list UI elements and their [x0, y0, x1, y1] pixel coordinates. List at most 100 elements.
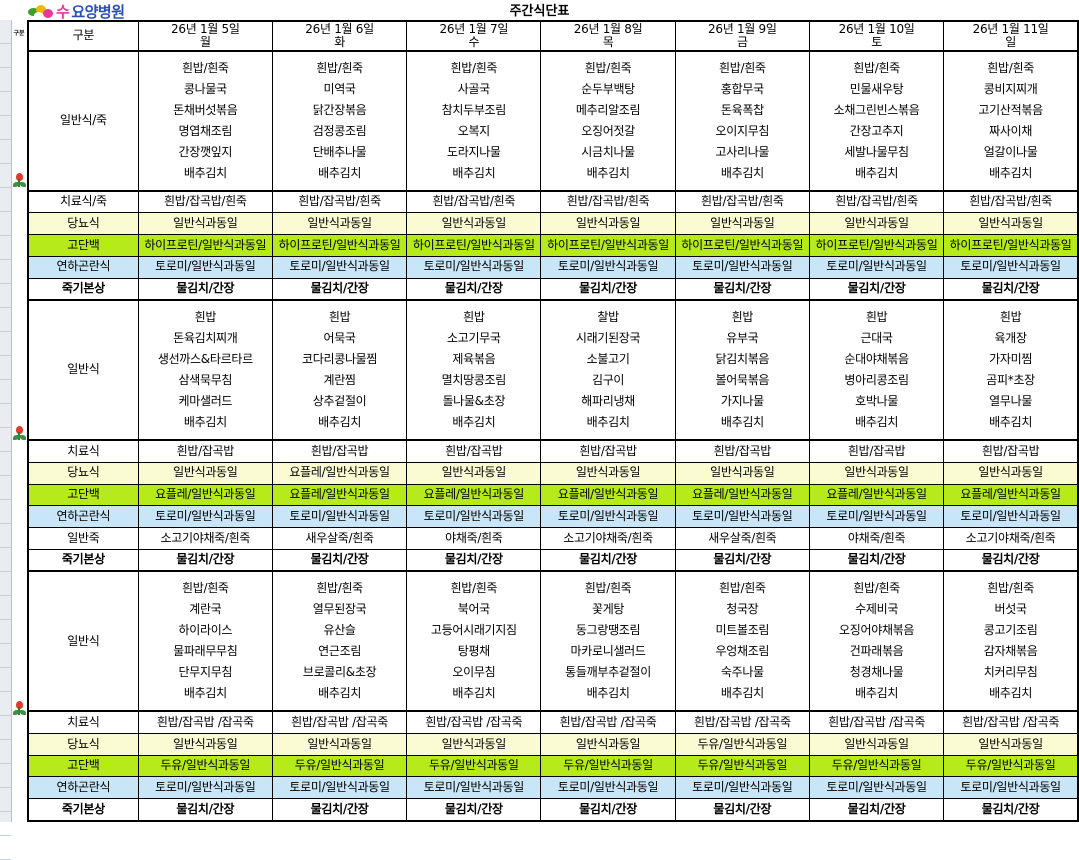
- menu-item: 배추김치: [452, 165, 496, 180]
- menu-cell: 흰밥/흰죽 청국장 미트볼조림 우엉채조림 숙주나물 배추김치: [674, 570, 810, 712]
- diet-cell: 흰밥/잡곡밥/흰죽: [808, 189, 945, 214]
- diet-cell: 물김치/간장: [406, 798, 542, 823]
- page-title: 주간식단표: [0, 0, 1079, 21]
- diet-row-dinner-0: 치료식 흰밥/잡곡밥 /잡곡죽 흰밥/잡곡밥 /잡곡죽 흰밥/잡곡밥 /잡곡죽 흰밥/잡…: [26, 710, 1079, 734]
- menu-item: 흰밥/흰죽: [316, 60, 363, 75]
- menu-cell: 흰밥 소고기무국 제육볶음 멸치땅콩조림 돌나물&초장 배추김치: [406, 299, 542, 441]
- menu-item: 고등어시래기지짐: [430, 623, 517, 638]
- menu-item: 청국장: [726, 602, 759, 617]
- menu-item: 근대국: [860, 331, 893, 346]
- diet-row-breakfast-4: 죽기본상 물김치/간장 물김치/간장 물김치/간장 물김치/간장 물김치/간장 물김치/간장…: [26, 277, 1079, 301]
- menu-item: 사골국: [457, 81, 491, 96]
- menu-item: 얼갈이나물: [983, 144, 1038, 159]
- menu-item: 배추김치: [318, 686, 362, 701]
- diet-row-label: 고단백: [26, 234, 139, 257]
- menu-item: 생선까스&타르타르: [157, 352, 253, 367]
- gutter-tulip-icon-lunch: [11, 425, 27, 441]
- diet-cell: 물김치/간장: [943, 548, 1079, 572]
- diet-row-dinner-2: 고단백 두유/일반식과동일 두유/일반식과동일 두유/일반식과동일 두유/일반식과동일 두…: [26, 754, 1079, 778]
- diet-cell: 토로미/일반식과동일: [674, 505, 810, 528]
- diet-cell: 일반식과동일: [540, 212, 676, 236]
- menu-item: 상추겉절이: [312, 394, 367, 409]
- gutter-tulip-icon-dinner: [11, 700, 27, 716]
- header-day-dow: 수: [468, 34, 480, 49]
- diet-cell: 두유/일반식과동일: [137, 754, 273, 778]
- menu-item: 참치두부조림: [441, 102, 507, 117]
- menu-item: 배추김치: [989, 165, 1033, 180]
- diet-row-breakfast-3: 연하곤란식 토로미/일반식과동일 토로미/일반식과동일 토로미/일반식과동일 토로미/일…: [26, 255, 1079, 279]
- diet-cell: 토로미/일반식과동일: [943, 505, 1079, 528]
- diet-row-label: 당뇨식: [26, 212, 139, 236]
- weekly-menu-table: 구분 26년 1월 5일 월 26년 1월 6일 화 26년 1월 7일 수 26년 1월 8…: [26, 20, 1079, 823]
- diet-cell: 물김치/간장: [540, 277, 676, 301]
- page-title-text: 주간식단표: [505, 4, 574, 21]
- menu-item: 마카로니샐러드: [570, 644, 646, 659]
- menu-item: 계란국: [189, 602, 222, 617]
- menu-item: 배추김치: [720, 686, 764, 701]
- diet-cell: 물김치/간장: [271, 277, 408, 301]
- diet-cell: 흰밥/잡곡밥: [137, 439, 273, 463]
- diet-cell: 하이프로틴/일반식과동일: [808, 234, 945, 257]
- menu-item: 볼어묵볶음: [715, 373, 770, 388]
- menu-item: 홍합무국: [720, 81, 764, 96]
- diet-cell: 요플레/일반식과동일: [406, 483, 542, 507]
- diet-row-label: 치료식: [26, 710, 139, 734]
- menu-item: 가지나물: [720, 394, 764, 409]
- menu-item: 흰밥/흰죽: [450, 581, 498, 596]
- menu-item: 순두부백탕: [581, 81, 635, 96]
- menu-item: 고기산적볶음: [978, 102, 1043, 117]
- diet-cell: 일반식과동일: [406, 461, 542, 485]
- menu-item: 고사리나물: [715, 144, 770, 159]
- diet-cell: 흰밥/잡곡밥: [808, 439, 945, 463]
- diet-cell: 하이프로틴/일반식과동일: [943, 234, 1079, 257]
- header-day-date: 26년 1월 10일: [838, 21, 915, 36]
- diet-cell: 물김치/간장: [406, 277, 542, 301]
- diet-cell: 토로미/일반식과동일: [943, 255, 1079, 279]
- diet-cell: 두유/일반식과동일: [271, 754, 408, 778]
- menu-item: 북어국: [457, 602, 491, 617]
- row-gutter: 구분: [0, 20, 27, 860]
- header-day-4: 26년 1월 8일 목: [540, 20, 676, 52]
- diet-cell: 물김치/간장: [808, 548, 945, 572]
- diet-cell: 일반식과동일: [271, 212, 408, 236]
- diet-cell: 요플레/일반식과동일: [674, 483, 810, 507]
- menu-item: 흰밥: [731, 310, 754, 325]
- diet-cell: 토로미/일반식과동일: [540, 776, 676, 800]
- diet-cell: 토로미/일반식과동일: [137, 776, 273, 800]
- menu-item: 꽃게탕: [591, 602, 625, 617]
- diet-cell: 물김치/간장: [406, 548, 542, 572]
- diet-cell: 흰밥/잡곡밥: [943, 439, 1079, 463]
- diet-cell: 물김치/간장: [137, 798, 273, 823]
- menu-item: 흰밥: [999, 310, 1022, 325]
- menu-item: 찰밥: [597, 310, 619, 325]
- diet-cell: 야채죽/흰죽: [406, 527, 542, 550]
- menu-item: 수제비국: [855, 602, 899, 617]
- flower-logo-icon: [28, 4, 54, 20]
- diet-cell: 일반식과동일: [808, 732, 945, 756]
- menu-item: 하이라이스: [178, 623, 233, 638]
- menu-item: 돈육폭찹: [720, 102, 764, 117]
- diet-row-dinner-1: 당뇨식 일반식과동일 일반식과동일 일반식과동일 일반식과동일 두유/일반식과동일 일반식과…: [26, 732, 1079, 756]
- menu-item: 숙주나물: [720, 665, 764, 680]
- menu-item: 닭간장볶음: [312, 102, 367, 117]
- header-day-3: 26년 1월 7일 수: [406, 20, 542, 52]
- menu-item: 배추김치: [318, 415, 362, 430]
- header-day-dow: 토: [871, 34, 882, 49]
- diet-row-label: 당뇨식: [26, 461, 139, 485]
- menu-item: 흰밥/흰죽: [853, 60, 900, 75]
- menu-item: 세발나물무침: [844, 144, 909, 159]
- menu-cell: 흰밥 근대국 순대야채볶음 병아리콩조림 호박나물 배추김치: [808, 299, 945, 441]
- header-day-date: 26년 1월 5일: [171, 21, 240, 36]
- diet-cell: 토로미/일반식과동일: [137, 505, 273, 528]
- menu-cell: 흰밥/흰죽 사골국 참치두부조림 오복지 도라지나물 배추김치: [406, 49, 542, 192]
- diet-cell: 물김치/간장: [808, 277, 945, 301]
- diet-row-label: 치료식: [26, 439, 139, 463]
- menu-item: 오징어젓갈: [581, 123, 635, 138]
- menu-item: 흰밥/흰죽: [181, 60, 229, 75]
- diet-cell: 일반식과동일: [943, 212, 1079, 236]
- gutter-mini-label: 구분: [13, 29, 25, 37]
- diet-cell: 흰밥/잡곡밥/흰죽: [943, 189, 1079, 214]
- diet-cell: 물김치/간장: [674, 548, 810, 572]
- menu-item: 오이지무침: [715, 123, 770, 138]
- menu-item: 배추김치: [855, 165, 899, 180]
